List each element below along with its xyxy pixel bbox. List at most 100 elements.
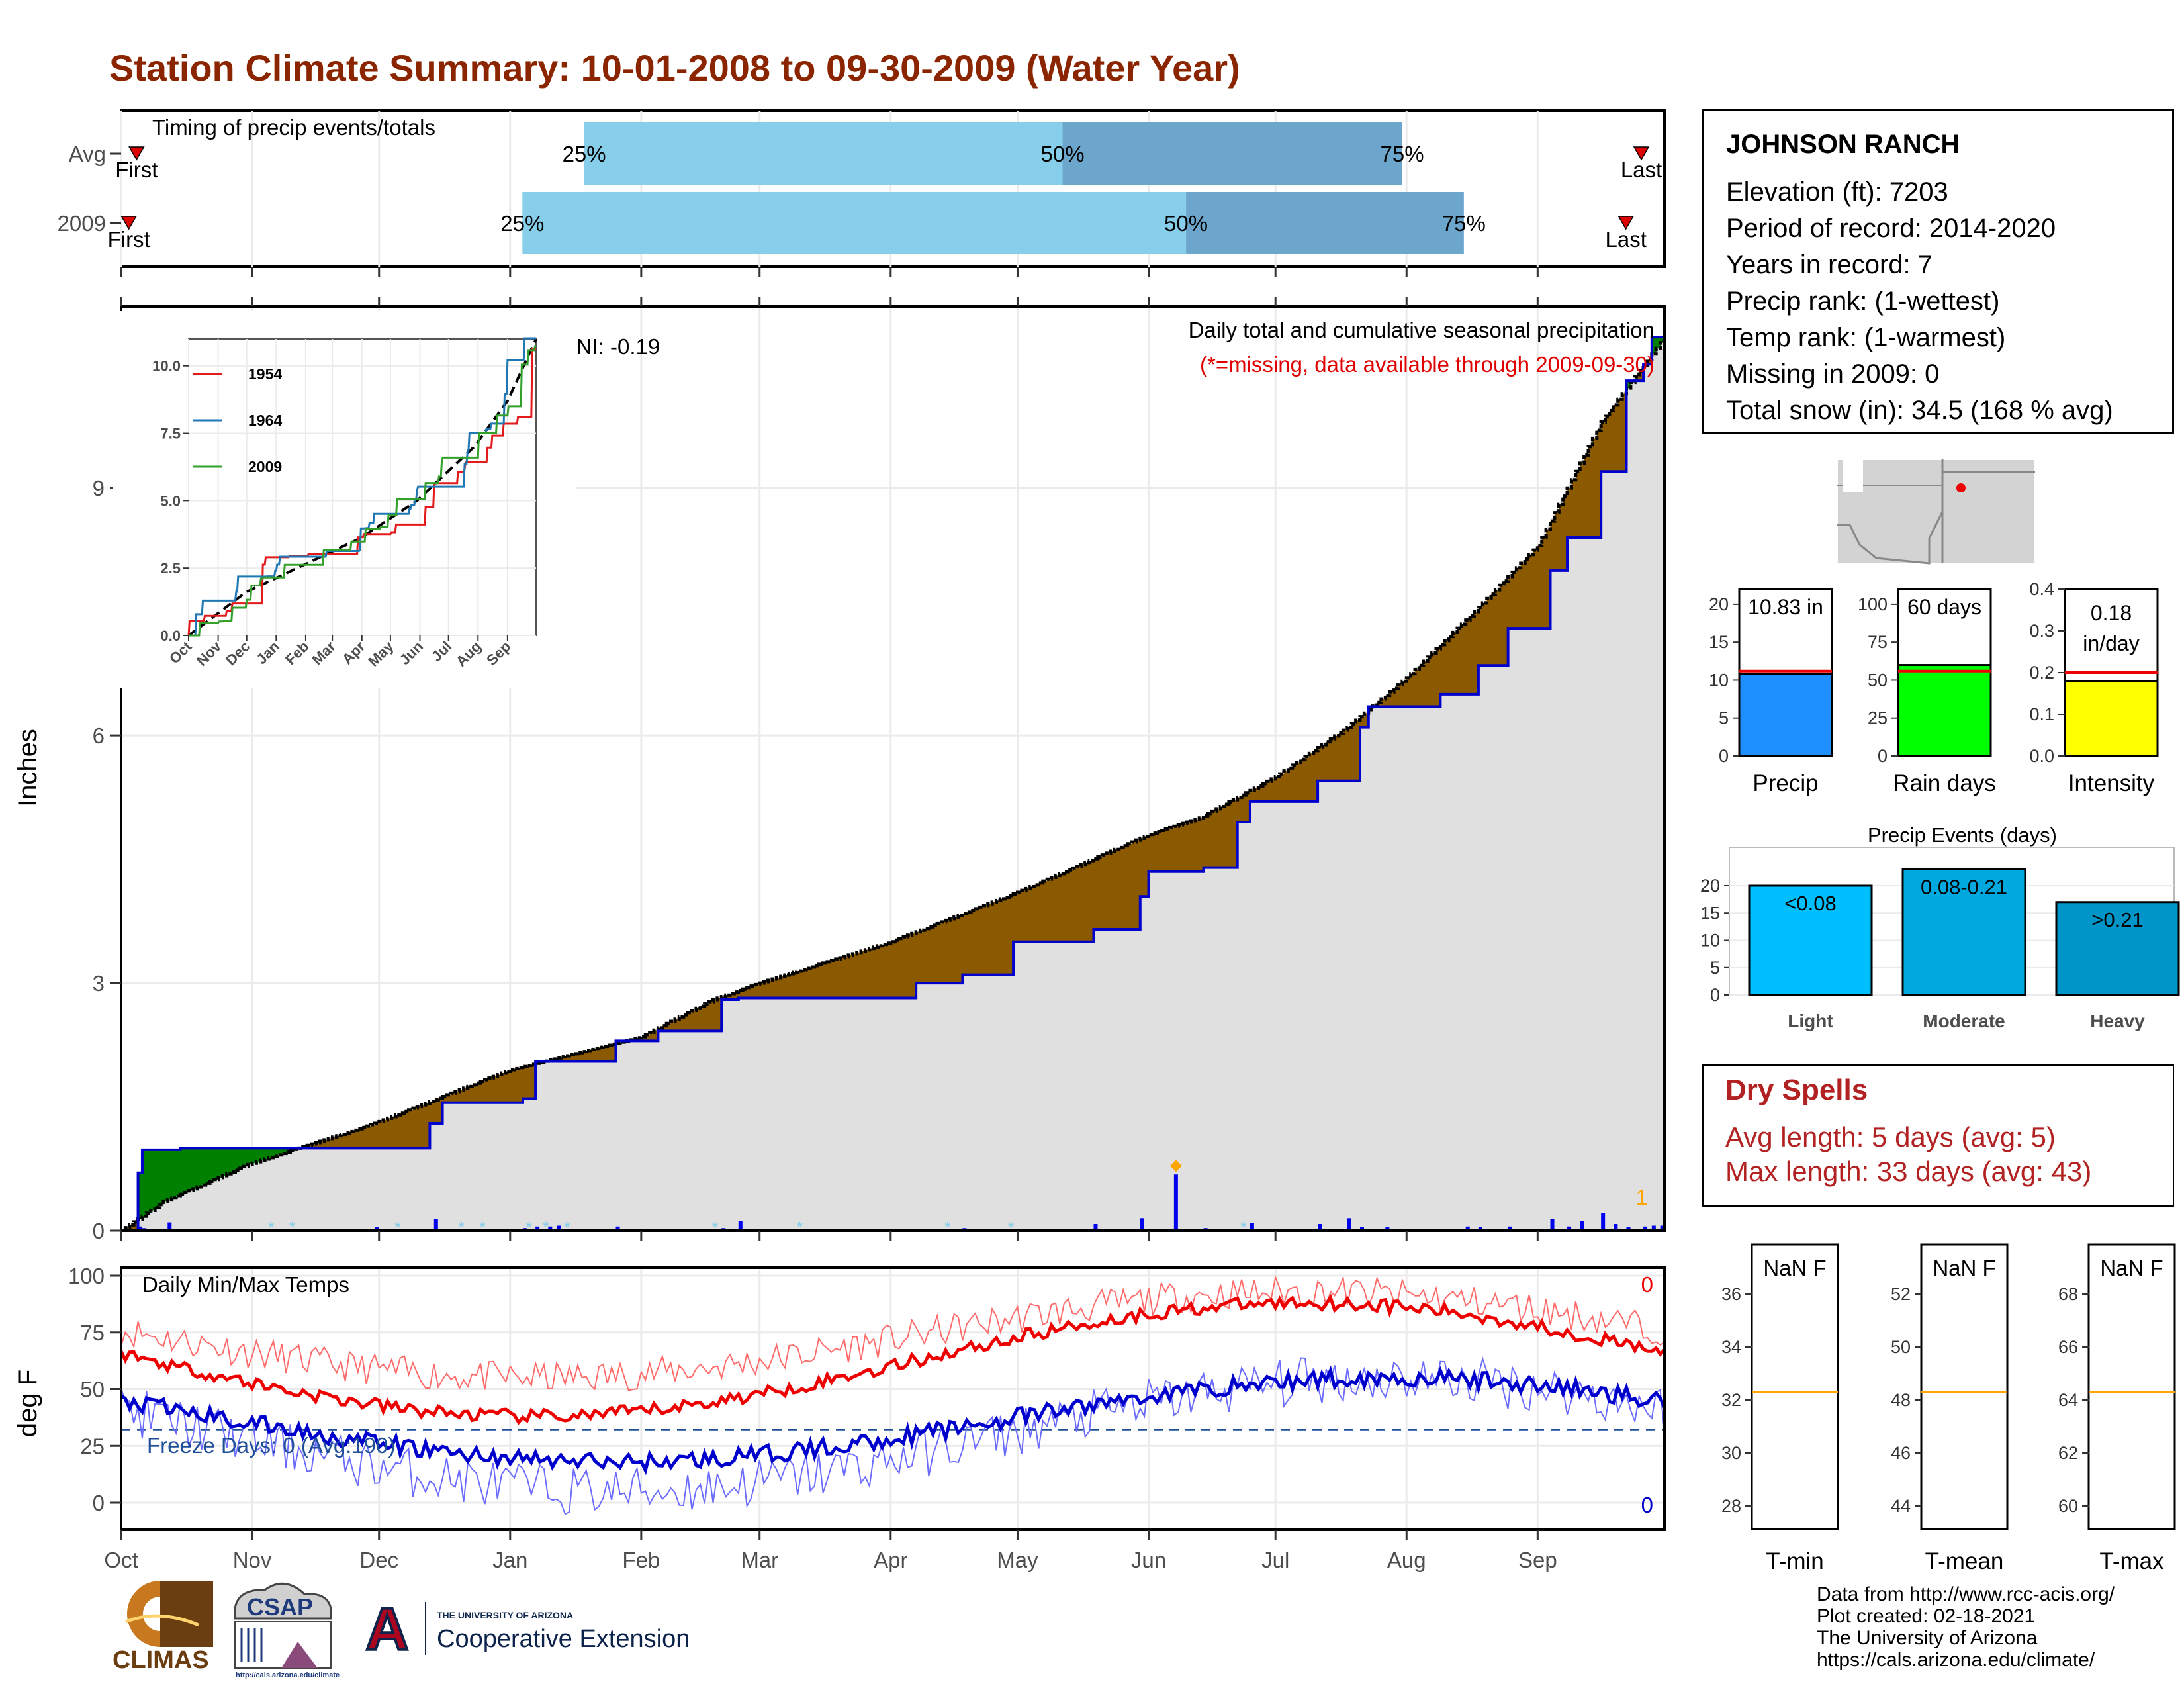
anomaly-fill xyxy=(1614,404,1619,472)
daily-precip-bar xyxy=(535,1226,540,1231)
daily-precip-bar xyxy=(1385,1227,1390,1231)
anomaly-fill xyxy=(776,978,782,998)
anomaly-fill xyxy=(1258,786,1263,802)
anomaly-fill xyxy=(138,1172,143,1219)
anomaly-fill xyxy=(1267,781,1272,802)
anomaly-fill xyxy=(1115,849,1120,930)
anomaly-fill xyxy=(273,1148,278,1156)
anomaly-fill xyxy=(835,959,841,998)
anomaly-fill xyxy=(569,1055,574,1062)
mini-bar-label: Rain days xyxy=(1893,771,1996,796)
anomaly-fill xyxy=(1546,529,1551,629)
month-tick-label: May xyxy=(997,1548,1038,1572)
anomaly-fill xyxy=(848,955,853,998)
anomaly-fill xyxy=(1410,673,1416,707)
anomaly-fill xyxy=(366,1126,371,1149)
anomaly-fill xyxy=(248,1148,253,1165)
daily-precip-bar xyxy=(1359,1227,1364,1231)
anomaly-fill xyxy=(146,1149,152,1213)
first-marker-icon xyxy=(128,146,145,161)
anomaly-fill xyxy=(311,1144,316,1149)
anomaly-fill xyxy=(1038,882,1044,942)
mini-bar-label: Precip xyxy=(1752,771,1818,796)
anomaly-fill xyxy=(488,1078,494,1103)
anomaly-fill xyxy=(387,1118,392,1149)
snow-marker: * xyxy=(1240,1219,1246,1237)
anomaly-fill xyxy=(1394,688,1399,707)
average-cumulative-line xyxy=(121,337,1664,1231)
station-details: Elevation (ft): 7203 Period of record: 2… xyxy=(1726,174,2113,429)
mini-bar-tick-label: 0.1 xyxy=(2029,704,2054,724)
anomaly-fill xyxy=(1271,778,1276,802)
anomaly-fill xyxy=(1228,802,1234,868)
anomaly-fill xyxy=(502,1073,507,1103)
anomaly-fill xyxy=(226,1148,232,1174)
anomaly-fill xyxy=(1389,692,1394,707)
precip-y-label: Inches xyxy=(13,729,42,807)
anomaly-fill xyxy=(1563,496,1568,571)
anomaly-fill xyxy=(856,952,862,998)
anomaly-fill xyxy=(1474,612,1479,694)
snow-marker: * xyxy=(712,1219,718,1237)
anomaly-fill xyxy=(1330,739,1336,781)
anomaly-fill xyxy=(590,1049,596,1062)
mini-bar-tick-label: 5 xyxy=(1719,708,1729,728)
anomaly-fill xyxy=(235,1148,240,1170)
anomaly-fill xyxy=(1064,872,1069,942)
anomaly-fill xyxy=(1470,616,1475,694)
snow-marker: * xyxy=(526,1219,532,1237)
anomaly-fill xyxy=(1161,830,1166,872)
inset-legend-label: 2009 xyxy=(248,458,282,475)
anomaly-fill xyxy=(451,1093,456,1103)
anomaly-fill xyxy=(1592,438,1598,538)
temp-y-tick-label: 0 xyxy=(93,1491,105,1515)
anomaly-fill xyxy=(1457,628,1462,694)
anomaly-fill xyxy=(1351,724,1357,781)
anomaly-fill xyxy=(1034,884,1040,942)
mini-bar-value: 60 days xyxy=(1907,595,1981,619)
anomaly-fill xyxy=(1000,898,1005,975)
month-tick-label: Apr xyxy=(874,1548,907,1572)
month-tick-label: Aug xyxy=(1387,1548,1426,1572)
anomaly-fill xyxy=(1263,783,1268,802)
temp-box-tick-label: 30 xyxy=(1721,1443,1741,1463)
credit-line: Plot created: 02-18-2021 xyxy=(1817,1605,2036,1627)
anomaly-fill xyxy=(920,930,925,984)
temp-box-value: NaN F xyxy=(2100,1256,2163,1280)
mini-bar-tick-label: 0.0 xyxy=(2029,746,2054,766)
anomaly-fill xyxy=(1017,892,1023,942)
temp-box-tick-label: 44 xyxy=(1891,1496,1911,1516)
anomaly-fill xyxy=(341,1134,346,1149)
anomaly-fill xyxy=(1304,756,1310,802)
anomaly-fill xyxy=(531,1064,536,1099)
temp-box-frame xyxy=(1920,1243,2009,1530)
anomaly-fill xyxy=(370,1125,375,1149)
temp-box-value: NaN F xyxy=(1763,1256,1826,1280)
anomaly-fill xyxy=(861,951,866,998)
anomaly-fill xyxy=(1123,845,1128,930)
mini-bar-fill xyxy=(2064,680,2159,757)
ua-small-text: THE UNIVERSITY OF ARIZONA xyxy=(437,1610,573,1620)
timing-label: Timing of precip events/totals xyxy=(152,115,435,140)
anomaly-fill xyxy=(1042,881,1048,942)
anomaly-fill xyxy=(1499,585,1504,666)
station-detail-line: Temp rank: (1-warmest) xyxy=(1726,323,2006,352)
anomaly-fill xyxy=(189,1148,194,1191)
anomaly-fill xyxy=(793,972,798,998)
anomaly-fill xyxy=(1026,888,1031,942)
anomaly-fill xyxy=(831,960,837,998)
anomaly-fill xyxy=(1242,795,1247,823)
anomaly-fill xyxy=(218,1148,223,1178)
precip-y-tick-label: 6 xyxy=(93,724,105,748)
anomaly-fill xyxy=(357,1129,363,1149)
anomaly-fill xyxy=(281,1148,287,1154)
daily-precip-bar xyxy=(615,1226,620,1231)
anomaly-fill xyxy=(400,1113,405,1149)
anomaly-fill xyxy=(1068,870,1073,942)
anomaly-fill xyxy=(1203,816,1208,868)
events-y-tick-label: 15 xyxy=(1700,903,1720,923)
anomaly-fill xyxy=(1635,377,1640,381)
inset-y-tick-label: 0.0 xyxy=(160,628,181,644)
timing-bar-25-50 xyxy=(522,192,1187,254)
anomaly-fill xyxy=(408,1109,414,1149)
